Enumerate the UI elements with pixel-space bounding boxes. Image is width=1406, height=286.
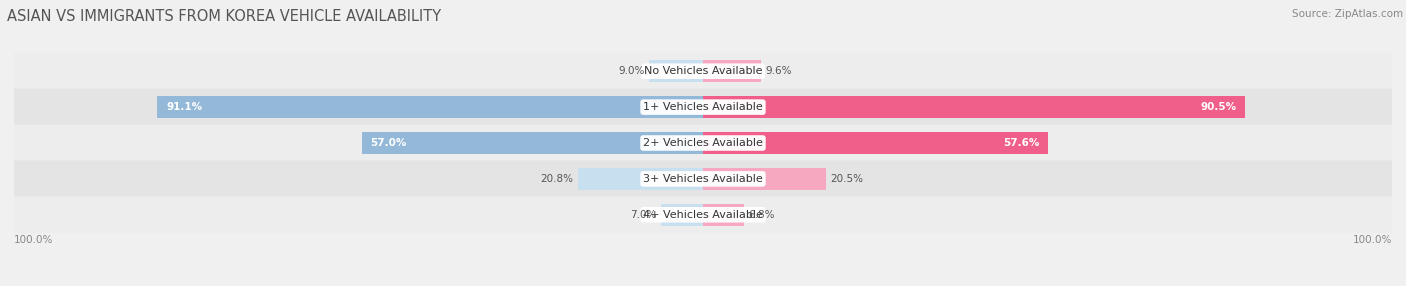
Text: Source: ZipAtlas.com: Source: ZipAtlas.com [1292,9,1403,19]
Text: 91.1%: 91.1% [166,102,202,112]
FancyBboxPatch shape [14,53,1392,90]
Text: 20.8%: 20.8% [540,174,574,184]
Text: 100.0%: 100.0% [14,235,53,245]
Text: 100.0%: 100.0% [1353,235,1392,245]
Text: 20.5%: 20.5% [831,174,863,184]
FancyBboxPatch shape [14,196,1392,233]
Bar [703,96,1246,118]
Text: 90.5%: 90.5% [1201,102,1236,112]
Bar [703,60,761,82]
Bar [361,132,703,154]
Text: 6.8%: 6.8% [748,210,775,220]
Text: 57.6%: 57.6% [1002,138,1039,148]
Bar [578,168,703,190]
Text: 2+ Vehicles Available: 2+ Vehicles Available [643,138,763,148]
Bar [661,204,703,226]
Text: 3+ Vehicles Available: 3+ Vehicles Available [643,174,763,184]
Bar [650,60,703,82]
FancyBboxPatch shape [14,160,1392,197]
Bar [703,132,1047,154]
Text: No Vehicles Available: No Vehicles Available [644,66,762,76]
Bar [703,168,825,190]
Text: ASIAN VS IMMIGRANTS FROM KOREA VEHICLE AVAILABILITY: ASIAN VS IMMIGRANTS FROM KOREA VEHICLE A… [7,9,441,23]
Text: 9.6%: 9.6% [765,66,792,76]
FancyBboxPatch shape [14,89,1392,126]
Text: 57.0%: 57.0% [371,138,406,148]
Bar [157,96,703,118]
Text: 4+ Vehicles Available: 4+ Vehicles Available [643,210,763,220]
Bar [703,204,744,226]
Text: 9.0%: 9.0% [617,66,644,76]
Text: 7.0%: 7.0% [630,210,657,220]
Text: 1+ Vehicles Available: 1+ Vehicles Available [643,102,763,112]
FancyBboxPatch shape [14,124,1392,162]
Legend: Asian, Immigrants from Korea: Asian, Immigrants from Korea [593,285,813,286]
